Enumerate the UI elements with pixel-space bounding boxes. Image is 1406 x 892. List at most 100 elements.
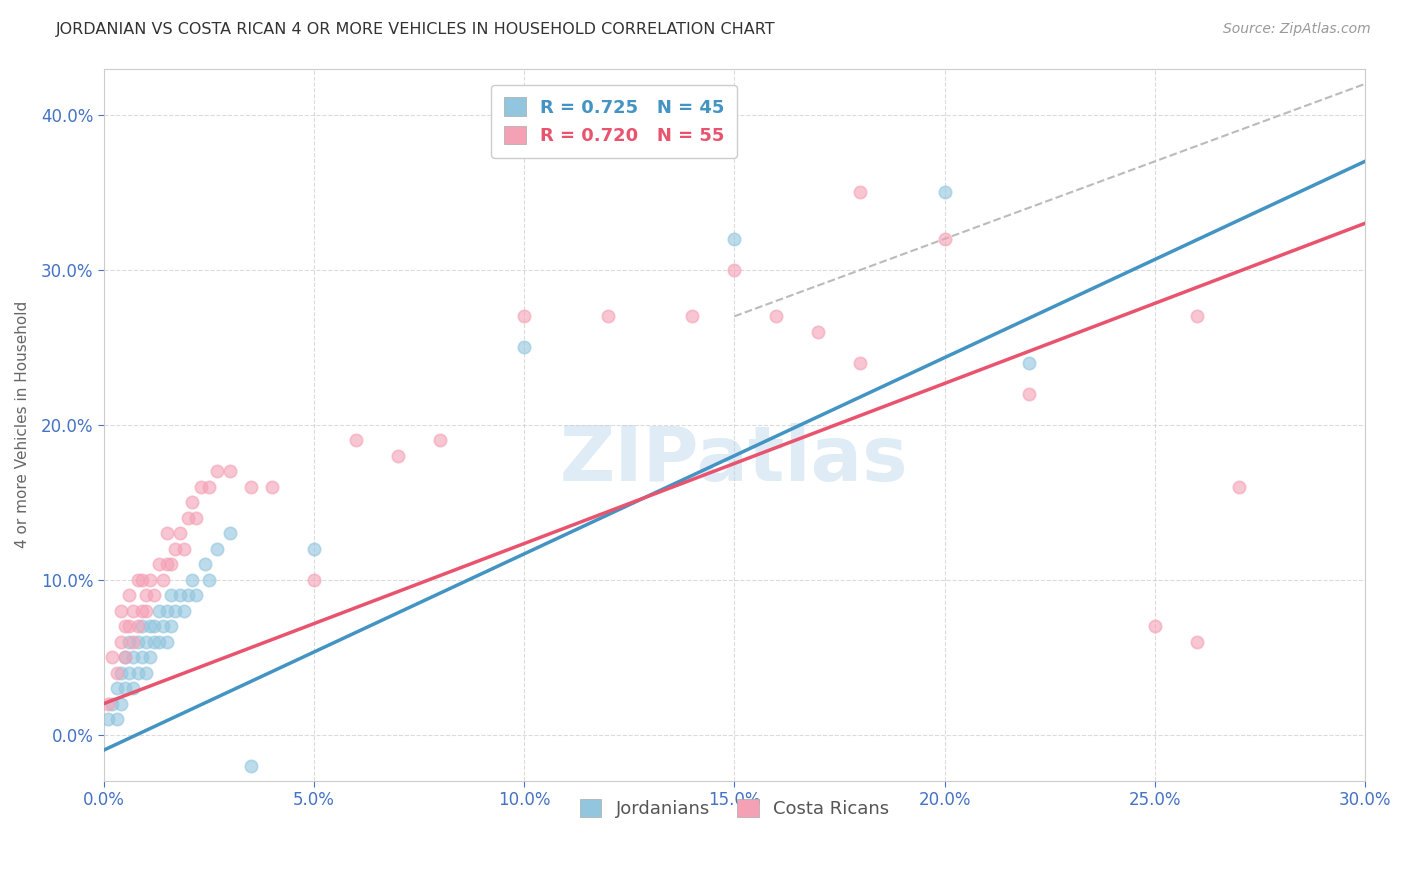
Point bbox=[97, 712, 120, 726]
Point bbox=[302, 541, 325, 556]
Point bbox=[156, 557, 179, 571]
Point bbox=[143, 634, 166, 648]
Point bbox=[240, 480, 263, 494]
Point bbox=[207, 541, 229, 556]
Point bbox=[110, 665, 132, 680]
Point bbox=[110, 697, 132, 711]
Point bbox=[101, 697, 124, 711]
Point bbox=[135, 665, 157, 680]
Point bbox=[114, 681, 136, 695]
Point bbox=[344, 434, 367, 448]
Point bbox=[135, 634, 157, 648]
Point bbox=[148, 634, 170, 648]
Point bbox=[1185, 634, 1208, 648]
Point bbox=[513, 310, 536, 324]
Point bbox=[131, 573, 153, 587]
Point bbox=[139, 573, 162, 587]
Point bbox=[127, 619, 149, 633]
Point bbox=[152, 619, 174, 633]
Text: JORDANIAN VS COSTA RICAN 4 OR MORE VEHICLES IN HOUSEHOLD CORRELATION CHART: JORDANIAN VS COSTA RICAN 4 OR MORE VEHIC… bbox=[56, 22, 776, 37]
Point bbox=[110, 634, 132, 648]
Point bbox=[262, 480, 284, 494]
Point bbox=[934, 232, 956, 246]
Point bbox=[186, 588, 208, 602]
Point bbox=[194, 557, 217, 571]
Point bbox=[723, 232, 745, 246]
Point bbox=[681, 310, 703, 324]
Legend: Jordanians, Costa Ricans: Jordanians, Costa Ricans bbox=[572, 791, 897, 825]
Point bbox=[127, 665, 149, 680]
Point bbox=[143, 588, 166, 602]
Point bbox=[513, 340, 536, 354]
Point bbox=[118, 634, 141, 648]
Point bbox=[181, 573, 204, 587]
Point bbox=[302, 573, 325, 587]
Point bbox=[177, 588, 200, 602]
Point bbox=[114, 619, 136, 633]
Point bbox=[198, 573, 221, 587]
Point bbox=[118, 665, 141, 680]
Point bbox=[97, 697, 120, 711]
Point bbox=[152, 573, 174, 587]
Point bbox=[173, 604, 195, 618]
Point bbox=[165, 541, 187, 556]
Point bbox=[114, 650, 136, 665]
Point bbox=[114, 650, 136, 665]
Point bbox=[173, 541, 195, 556]
Point bbox=[135, 604, 157, 618]
Text: ZIPatlas: ZIPatlas bbox=[560, 424, 908, 498]
Point bbox=[219, 464, 242, 478]
Point bbox=[148, 557, 170, 571]
Point bbox=[139, 650, 162, 665]
Point bbox=[207, 464, 229, 478]
Point bbox=[160, 588, 183, 602]
Point bbox=[105, 665, 128, 680]
Point bbox=[190, 480, 212, 494]
Point bbox=[118, 588, 141, 602]
Point bbox=[139, 619, 162, 633]
Point bbox=[240, 758, 263, 772]
Point bbox=[186, 510, 208, 524]
Point bbox=[156, 526, 179, 541]
Point bbox=[1185, 310, 1208, 324]
Point bbox=[807, 325, 830, 339]
Point bbox=[723, 263, 745, 277]
Point bbox=[849, 356, 872, 370]
Point bbox=[143, 619, 166, 633]
Point bbox=[219, 526, 242, 541]
Point bbox=[118, 619, 141, 633]
Point bbox=[105, 712, 128, 726]
Point bbox=[1018, 386, 1040, 401]
Point bbox=[127, 634, 149, 648]
Point bbox=[181, 495, 204, 509]
Point bbox=[160, 557, 183, 571]
Point bbox=[122, 604, 145, 618]
Point bbox=[387, 449, 409, 463]
Point bbox=[156, 604, 179, 618]
Point bbox=[198, 480, 221, 494]
Point bbox=[165, 604, 187, 618]
Point bbox=[160, 619, 183, 633]
Point bbox=[849, 186, 872, 200]
Point bbox=[135, 588, 157, 602]
Point bbox=[148, 604, 170, 618]
Point bbox=[169, 526, 191, 541]
Point bbox=[110, 604, 132, 618]
Point bbox=[122, 650, 145, 665]
Point bbox=[765, 310, 787, 324]
Point bbox=[122, 634, 145, 648]
Point bbox=[156, 634, 179, 648]
Point bbox=[598, 310, 620, 324]
Point bbox=[1018, 356, 1040, 370]
Point bbox=[169, 588, 191, 602]
Point bbox=[131, 604, 153, 618]
Point bbox=[640, 789, 662, 804]
Point bbox=[105, 681, 128, 695]
Point bbox=[1143, 619, 1166, 633]
Y-axis label: 4 or more Vehicles in Household: 4 or more Vehicles in Household bbox=[15, 301, 30, 549]
Text: Source: ZipAtlas.com: Source: ZipAtlas.com bbox=[1223, 22, 1371, 37]
Point bbox=[1227, 480, 1250, 494]
Point bbox=[429, 434, 451, 448]
Point bbox=[131, 650, 153, 665]
Point bbox=[934, 186, 956, 200]
